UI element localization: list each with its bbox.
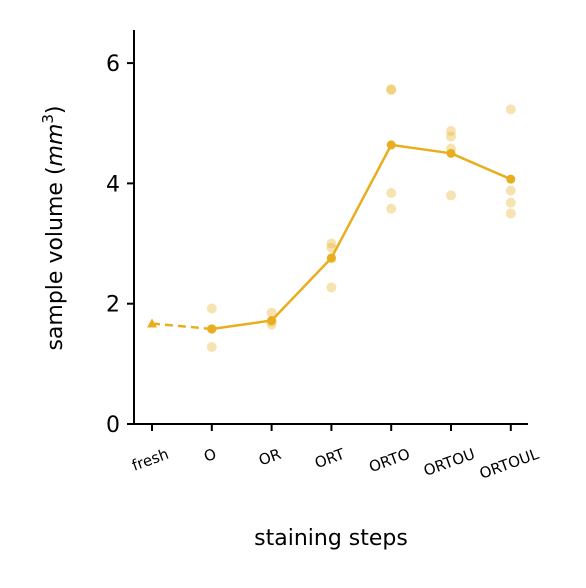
sample-point: [326, 282, 337, 293]
x-tick-label: O: [201, 445, 218, 466]
y-tick-label: 0: [106, 413, 120, 438]
x-tick-label: ORTO: [367, 445, 413, 476]
sample-point: [446, 126, 456, 137]
x-tick-label: ORT: [312, 445, 347, 473]
mean-segment: [330, 144, 393, 259]
y-tick-label: 2: [106, 293, 120, 318]
sample-point: [446, 131, 456, 142]
mean-marker: [446, 148, 456, 158]
sample-point: [266, 307, 277, 318]
x-tick-label: ORTOUL: [477, 445, 541, 483]
y-label-text: sample volume (: [43, 166, 68, 350]
mean-marker: [147, 318, 157, 328]
y-label-exponent: 3: [39, 114, 57, 124]
mean-marker: [207, 324, 217, 334]
x-axis-label: staining steps: [254, 526, 408, 551]
x-tick-label: ORTOU: [421, 445, 477, 480]
sample-point: [206, 342, 217, 353]
mean-segment: [211, 319, 272, 331]
mean-segment: [450, 152, 512, 181]
sample-point: [386, 85, 397, 96]
x-tick-label: fresh: [130, 445, 172, 475]
sample-point: [505, 197, 516, 208]
y-label-unit: mm: [43, 124, 68, 167]
sample-point: [505, 185, 516, 196]
sample-point: [386, 188, 397, 199]
y-label-text: ): [43, 105, 68, 114]
y-axis-label: sample volume (mm3): [39, 105, 68, 350]
sample-point: [326, 238, 337, 249]
sample-point: [386, 83, 397, 94]
mean-segment: [151, 322, 212, 331]
sample-point: [386, 203, 397, 214]
mean-segment: [270, 257, 333, 322]
sample-point: [446, 190, 456, 201]
sample-point: [505, 208, 516, 219]
y-tick-label: 4: [106, 172, 120, 197]
sample-point: [505, 104, 516, 115]
mean-marker: [386, 140, 396, 150]
mean-marker: [267, 316, 277, 326]
sample-point: [206, 303, 217, 314]
sample-point: [326, 242, 337, 253]
mean-marker: [506, 174, 516, 184]
x-tick-label: OR: [256, 445, 283, 470]
mean-marker: [326, 253, 336, 263]
y-tick-label: 6: [106, 52, 120, 77]
mean-segment: [391, 143, 452, 155]
